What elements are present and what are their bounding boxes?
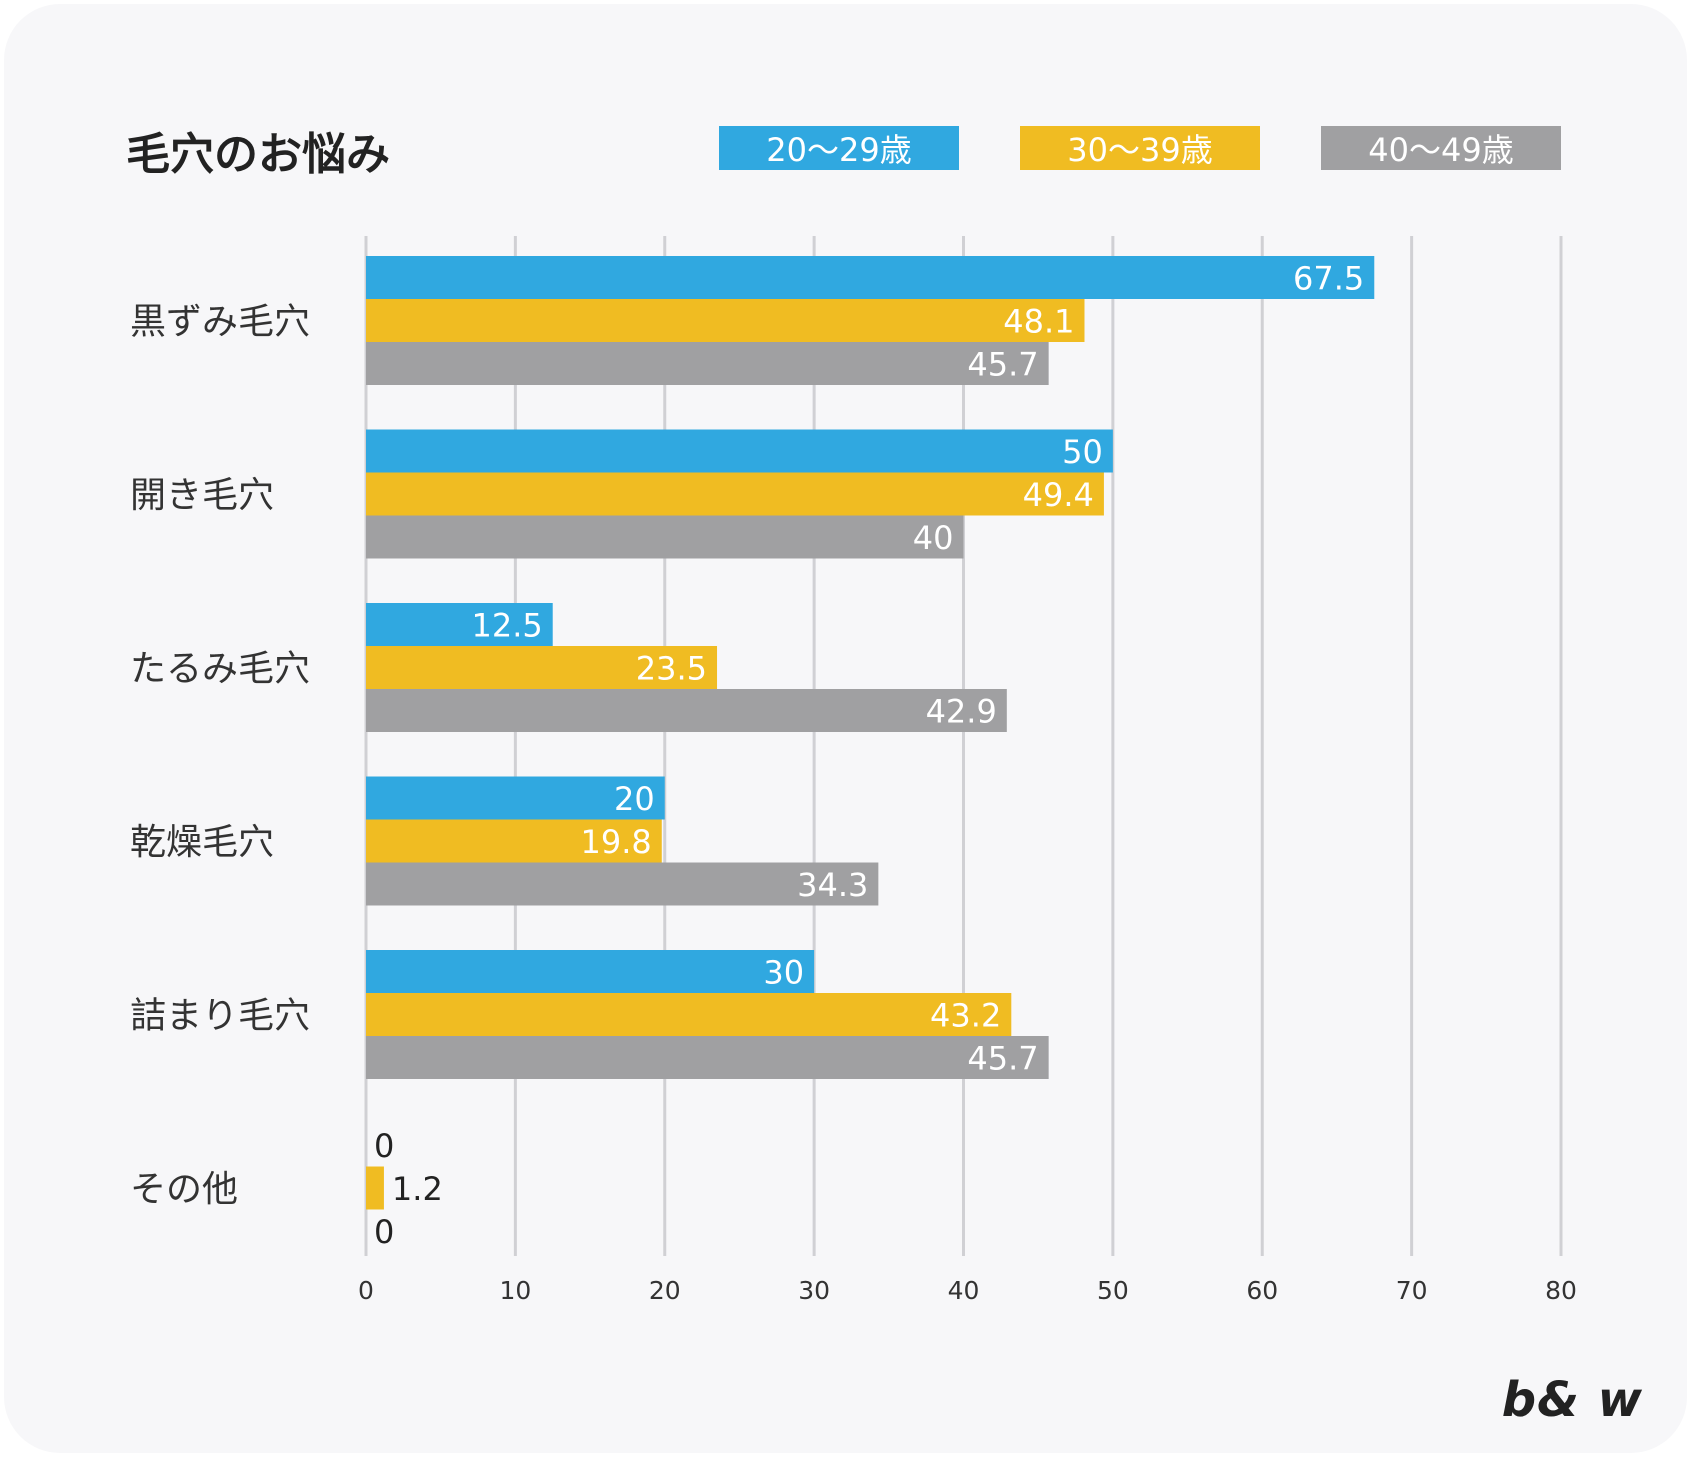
bar <box>366 862 879 906</box>
category-label: その他 <box>130 1169 238 1210</box>
chart-title: 毛穴のお悩み <box>126 129 390 180</box>
data-label: 67.5 <box>1293 260 1364 298</box>
data-label: 0 <box>374 1127 394 1165</box>
legend-30s: 30〜39歳 <box>1020 126 1260 170</box>
bar <box>366 342 1049 385</box>
bar <box>366 472 1104 516</box>
bar <box>366 776 665 820</box>
data-label: 40 <box>913 519 954 557</box>
bar <box>366 515 964 559</box>
category-label: 詰まり毛穴 <box>130 996 310 1037</box>
bar <box>366 950 815 993</box>
bar <box>366 993 1012 1036</box>
bar <box>366 1166 384 1210</box>
bar <box>366 256 1375 299</box>
data-label: 1.2 <box>392 1170 443 1208</box>
bar <box>366 299 1085 342</box>
category-label: 開き毛穴 <box>130 475 274 516</box>
legend-40s: 40〜49歳 <box>1321 126 1561 170</box>
x-tick-label: 10 <box>499 1276 531 1305</box>
bar <box>366 689 1007 732</box>
bar <box>366 819 662 863</box>
data-label: 48.1 <box>1003 303 1074 341</box>
category-label: 乾燥毛穴 <box>130 822 274 863</box>
x-tick-label: 80 <box>1545 1276 1577 1305</box>
data-label: 30 <box>763 954 804 992</box>
x-tick-label: 50 <box>1097 1276 1129 1305</box>
bar <box>366 603 553 646</box>
data-label: 43.2 <box>930 997 1001 1035</box>
data-label: 49.4 <box>1023 476 1094 514</box>
bar <box>366 1036 1049 1079</box>
x-tick-label: 40 <box>948 1276 980 1305</box>
data-label: 42.9 <box>926 693 997 731</box>
x-tick-label: 70 <box>1396 1276 1428 1305</box>
brand-logo: b& w <box>1501 1372 1643 1428</box>
x-tick-label: 30 <box>798 1276 830 1305</box>
data-label: 50 <box>1062 433 1103 471</box>
bar <box>366 646 718 689</box>
data-label: 45.7 <box>967 346 1038 384</box>
data-label: 19.8 <box>581 823 652 861</box>
legend-20s: 20〜29歳 <box>719 126 959 170</box>
data-label: 12.5 <box>471 607 542 645</box>
data-label: 23.5 <box>636 650 707 688</box>
data-label: 20 <box>614 780 655 818</box>
data-label: 34.3 <box>797 866 868 904</box>
category-label: 黒ずみ毛穴 <box>130 302 310 343</box>
data-label: 0 <box>374 1213 394 1251</box>
category-label: たるみ毛穴 <box>130 649 310 690</box>
data-label: 45.7 <box>967 1040 1038 1078</box>
x-tick-label: 0 <box>358 1276 374 1305</box>
x-tick-label: 20 <box>649 1276 681 1305</box>
x-tick-label: 60 <box>1246 1276 1278 1305</box>
bar <box>366 429 1113 473</box>
